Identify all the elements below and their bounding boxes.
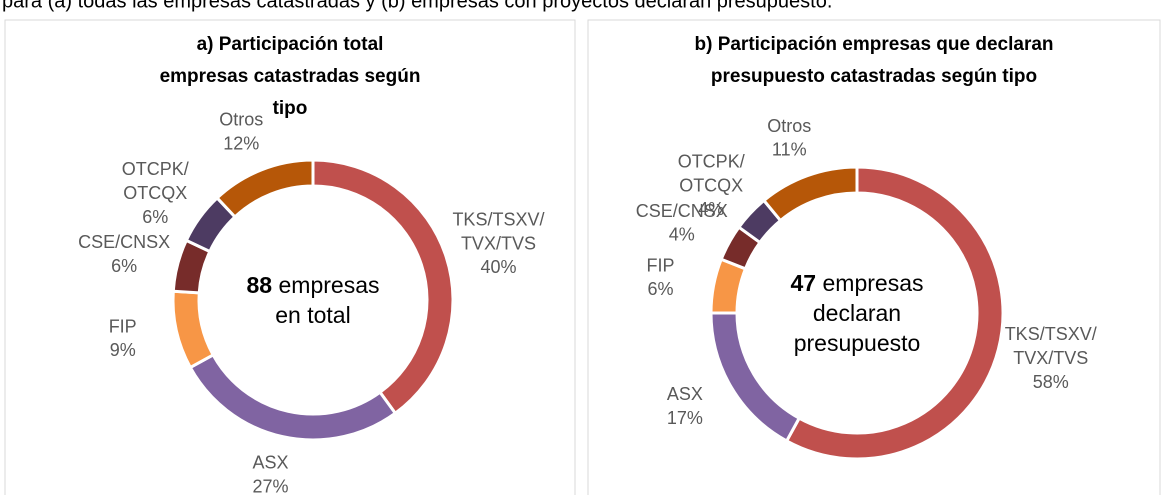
total: 88 (246, 272, 273, 298)
value-label: 4% (698, 199, 724, 219)
category-label: TKS/TSXV/TVX/TVS (452, 209, 544, 253)
value-label: 58% (1033, 372, 1069, 392)
donut-segment (761, 165, 859, 223)
category-label: Otros (219, 109, 263, 129)
donut-segment (215, 158, 315, 220)
chart-title: a) Participación total empresas catastrad… (160, 34, 421, 119)
center-text: empresas declaran presupuesto (793, 270, 924, 356)
value-label: 6% (142, 207, 168, 227)
category-label: FIP (109, 316, 137, 336)
panel-border (587, 19, 1161, 495)
category-label: OTCPK/OTCQX (122, 159, 189, 203)
value-label: 17% (667, 408, 703, 428)
category-label: CSE/CNSX (78, 232, 170, 252)
donut-segment (784, 165, 1005, 461)
value-label: 27% (252, 476, 288, 495)
category-label: Otros (767, 116, 811, 136)
donut-segment (171, 289, 216, 370)
total: 47 (790, 270, 817, 296)
category-label: TKS/TSXV/TVX/TVS (1005, 324, 1097, 368)
value-label: 40% (480, 257, 516, 277)
value-label: 12% (223, 133, 259, 153)
value-label: 4% (669, 225, 695, 245)
caption: para (a) todas las empresas catastradas … (2, 0, 832, 12)
chart-title: b) Participación empresas que declaran pr… (694, 34, 1053, 87)
category-label: ASX (667, 384, 703, 404)
value-label: 6% (648, 279, 674, 299)
value-label: 6% (111, 256, 137, 276)
category-label: FIP (647, 255, 675, 275)
donut-segment (188, 352, 398, 442)
center-text: empresas en total (275, 272, 380, 328)
category-label: CSE/CNSX (636, 201, 728, 221)
value-label: 11% (772, 140, 807, 160)
category-label: ASX (252, 452, 288, 472)
value-label: 9% (110, 340, 136, 360)
category-label: OTCPK/OTCQX (678, 151, 745, 195)
center-label: 47 empresas declaran presupuesto (782, 268, 932, 358)
center-label: 88 empresas en total (233, 270, 393, 330)
panel-border (4, 19, 576, 495)
